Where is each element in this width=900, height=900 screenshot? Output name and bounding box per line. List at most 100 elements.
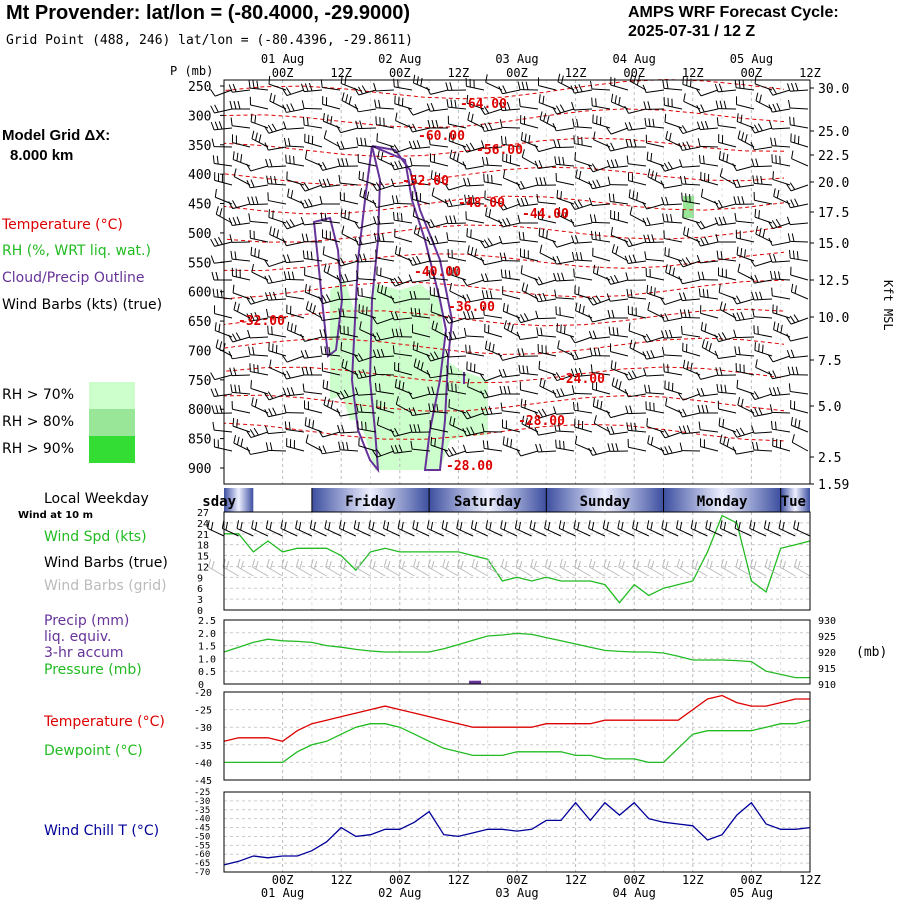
barb-staff [764, 566, 781, 577]
wind-barb [465, 211, 485, 224]
barb-feather [698, 154, 701, 164]
barb-staff [394, 431, 413, 437]
barb-staff [394, 450, 413, 454]
barb-feather [789, 315, 796, 324]
barb-feather [594, 231, 597, 240]
barb-feather [448, 399, 450, 408]
wind-barb [662, 213, 683, 224]
barb-feather [662, 558, 666, 568]
wind-barb [610, 360, 629, 376]
barb-staff [682, 333, 701, 338]
wind-barb [606, 426, 629, 436]
barb-feather [361, 85, 367, 94]
barb-staff [772, 178, 791, 186]
barb-feather [611, 309, 615, 319]
dewpoint-line [224, 719, 811, 764]
barb-feather [282, 221, 288, 230]
barb-staff [340, 127, 359, 134]
barb-feather [236, 436, 240, 445]
barb-staff [232, 275, 251, 281]
wind-barb [447, 248, 467, 262]
barb-feather [779, 558, 783, 568]
wind-barb [228, 216, 251, 227]
barb-feather [786, 349, 791, 359]
barb-feather [750, 125, 756, 134]
barb-staff [375, 89, 395, 92]
barb-staff [466, 298, 485, 303]
wind-chill-tick-label: -60 [194, 850, 210, 860]
wind-barb [339, 191, 359, 205]
barb-staff [430, 427, 449, 433]
wind-barb [787, 82, 809, 92]
barb-staff [502, 355, 521, 361]
barb-feather [246, 163, 252, 172]
barb-staff [340, 279, 359, 284]
barb-feather [295, 558, 300, 568]
wind-barb [462, 410, 485, 420]
barb-feather [689, 194, 691, 203]
top-date-label: 02 Aug [378, 52, 421, 66]
wind-tick-label: 3 [197, 595, 203, 606]
barb-staff [394, 165, 413, 171]
barb-feather [503, 252, 507, 261]
barb-feather [305, 301, 309, 310]
barb-staff [214, 260, 233, 264]
barb-staff [557, 214, 575, 224]
barb-staff [484, 108, 503, 116]
barb-staff [268, 350, 287, 357]
wind-barb [645, 267, 665, 281]
barb-feather [660, 447, 665, 455]
barb-staff [520, 389, 539, 395]
barb-staff [755, 366, 773, 376]
barb-staff [700, 260, 719, 264]
wind-barb-grid [764, 558, 781, 577]
barb-staff [647, 442, 665, 452]
wind-barb [480, 374, 503, 382]
barb-feather [696, 105, 701, 113]
barb-feather [408, 140, 413, 150]
wind-barb [426, 219, 449, 229]
barb-staff [592, 122, 611, 129]
barb-staff [575, 176, 593, 186]
barb-staff [358, 161, 377, 167]
barb-staff [545, 566, 562, 577]
barb-feather [410, 174, 413, 183]
barb-feather [323, 263, 327, 272]
weekday-segment [224, 488, 254, 512]
barb-feather [354, 354, 360, 362]
barb-feather [412, 123, 417, 132]
altitude-tick-label: 25.0 [818, 125, 849, 140]
barb-feather [769, 120, 773, 130]
barb-staff [325, 566, 342, 577]
temperature-contour-label: -32.00 [238, 314, 285, 329]
barb-feather [492, 343, 495, 353]
barb-feather [753, 124, 759, 133]
wind-barb [736, 379, 755, 395]
wind-barb [465, 344, 485, 357]
barb-feather [409, 157, 413, 166]
barb-staff [430, 89, 449, 95]
barb-staff [682, 217, 701, 224]
wind-barb [232, 284, 251, 300]
wind-barb [447, 115, 467, 129]
barb-staff [250, 220, 269, 224]
barb-feather [362, 305, 364, 314]
wind-barb [679, 309, 701, 319]
wind-barb [732, 427, 755, 438]
wind-barb [373, 366, 395, 376]
wind-barb [538, 94, 557, 110]
barb-staff [790, 89, 809, 92]
barb-feather [210, 521, 214, 531]
barb-feather [450, 99, 453, 108]
barb-feather [678, 425, 683, 435]
temperature-contour-label: -52.00 [402, 174, 449, 189]
wind-barb [499, 119, 521, 129]
barb-feather [544, 520, 547, 529]
barb-feather [613, 274, 619, 283]
barb-staff [448, 273, 467, 281]
barb-staff [323, 120, 341, 129]
barb-staff [538, 334, 557, 338]
wind-barb [336, 389, 359, 400]
wind-barb [214, 322, 233, 338]
